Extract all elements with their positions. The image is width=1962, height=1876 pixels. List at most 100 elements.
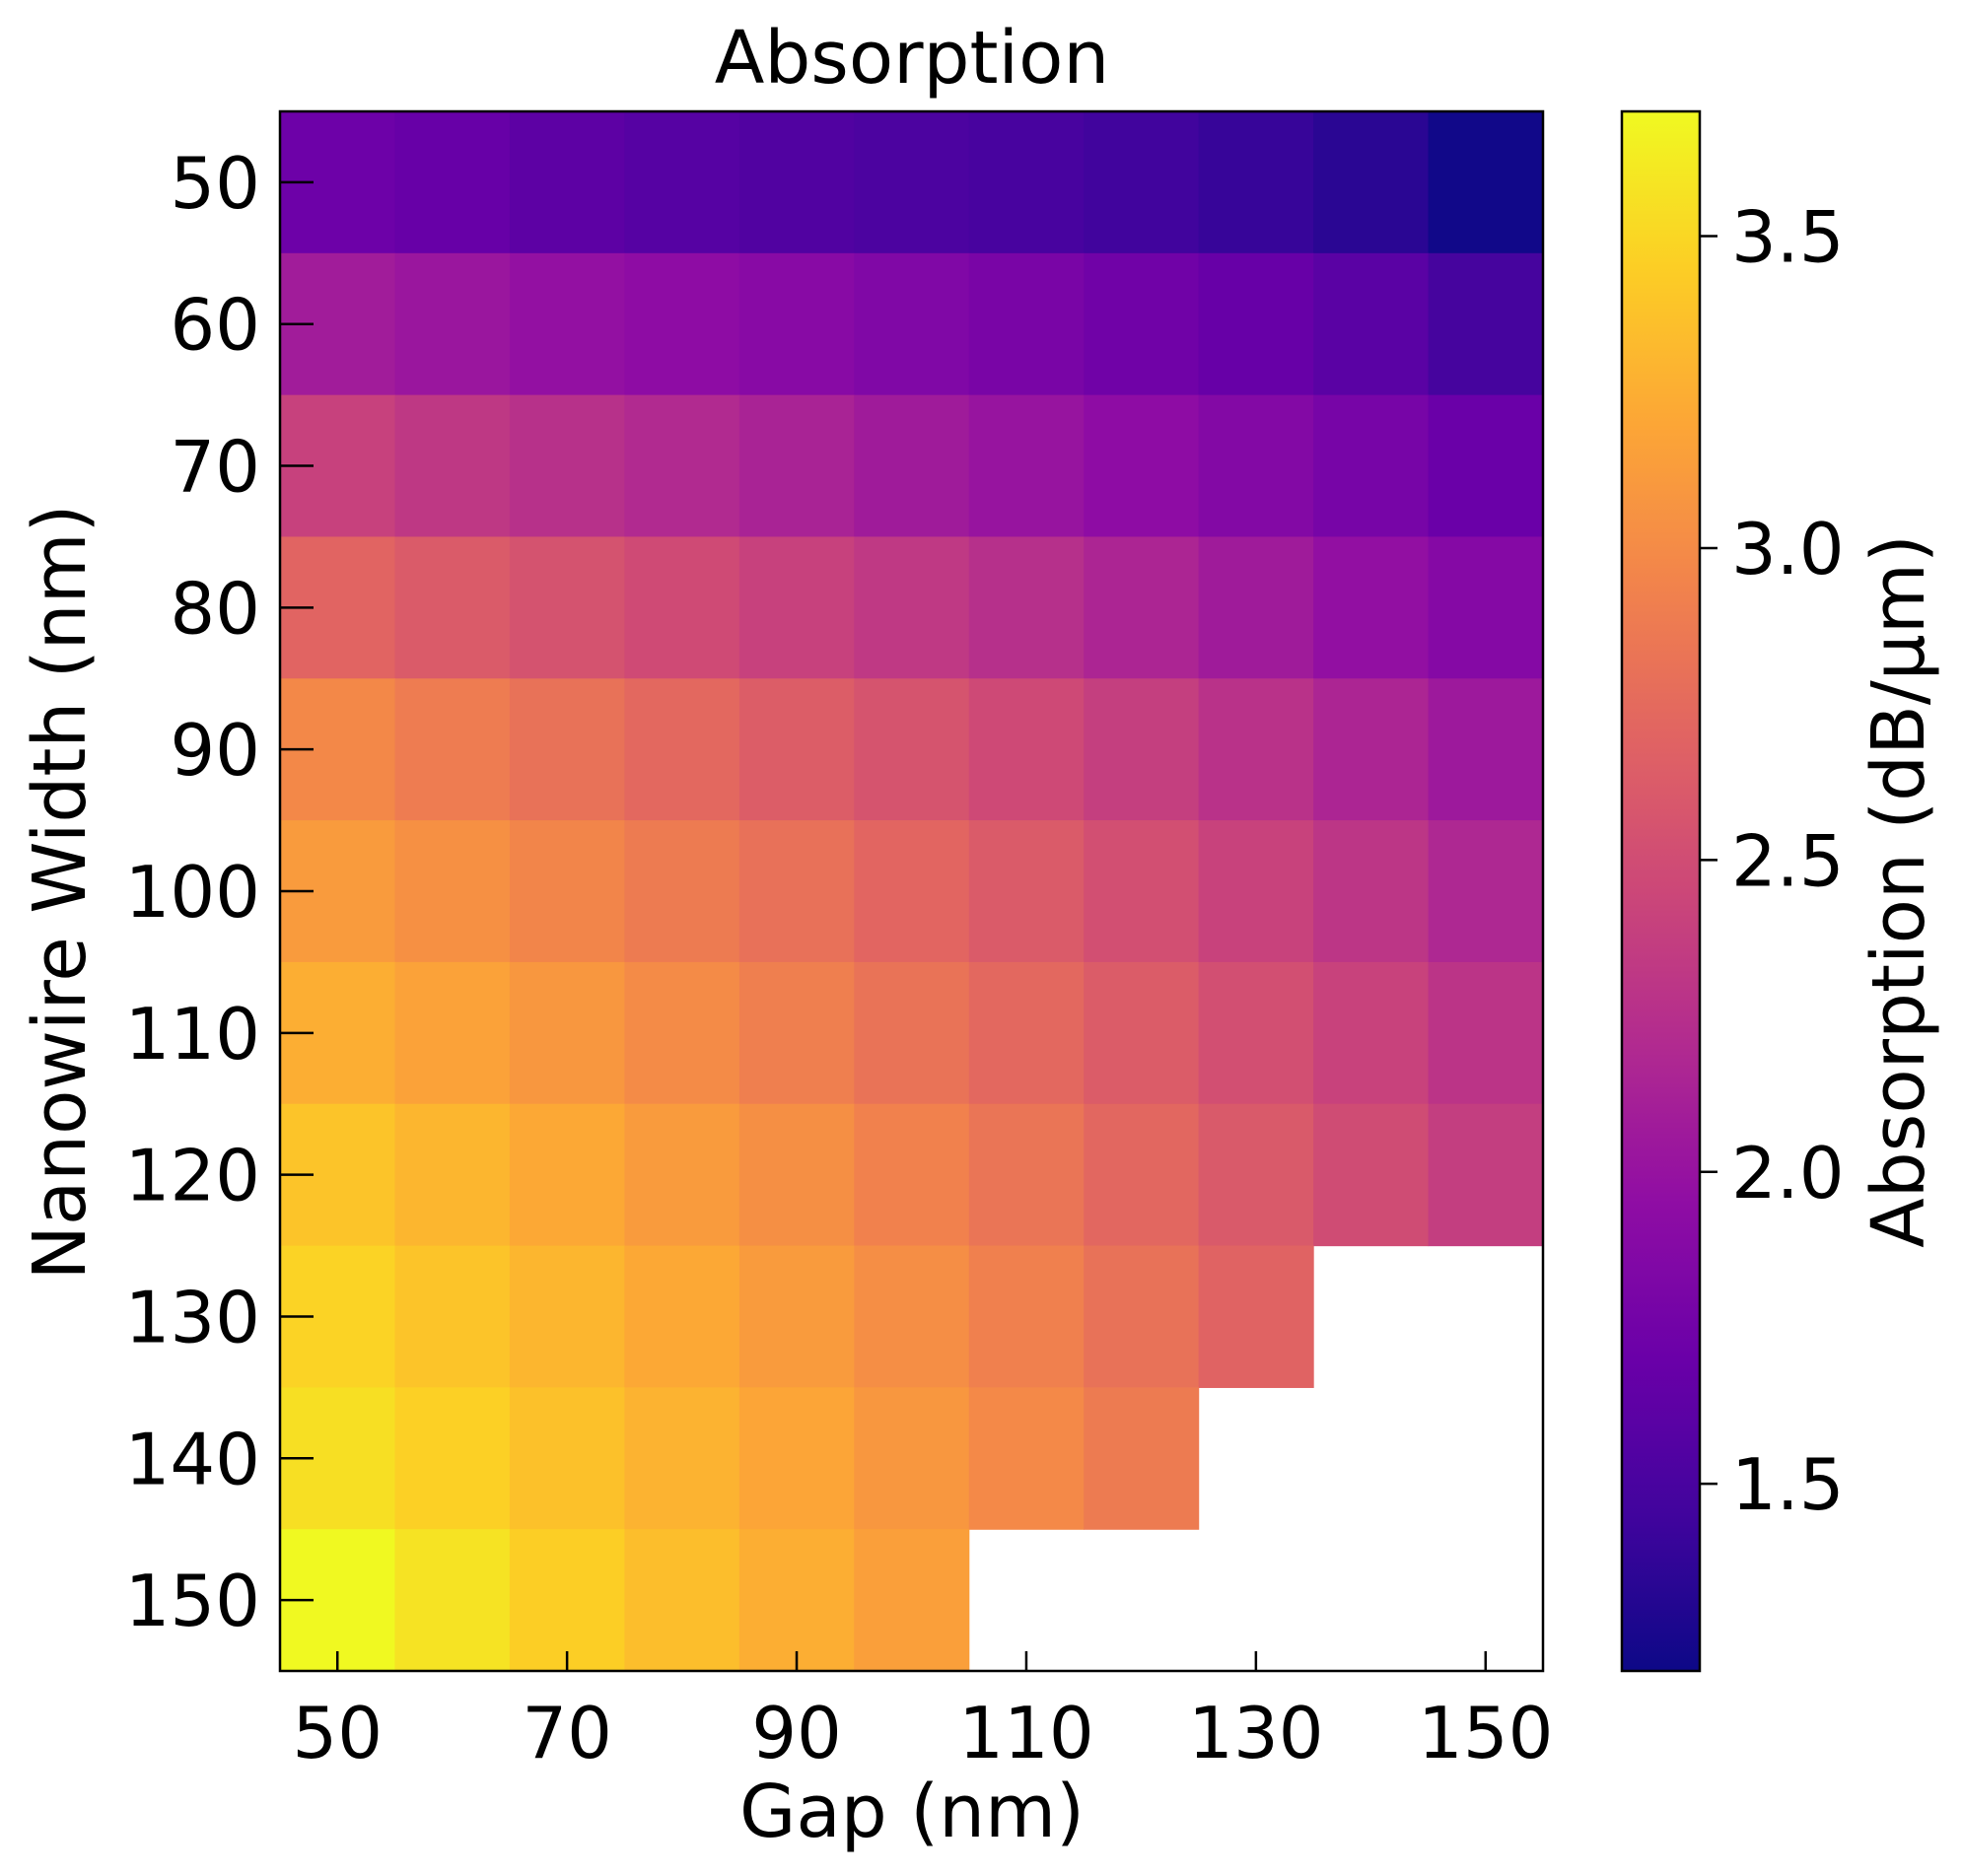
heatmap-cell — [1313, 678, 1430, 821]
y-tick-label: 150 — [125, 1560, 260, 1642]
heatmap-cell — [1084, 678, 1200, 821]
colorbar-tick-label: 3.0 — [1731, 508, 1845, 591]
heatmap-cell — [509, 252, 625, 396]
heatmap-cell — [1084, 961, 1200, 1105]
heatmap-cell — [1084, 1387, 1200, 1530]
y-tick-label: 110 — [125, 993, 260, 1076]
y-tick-label: 120 — [125, 1135, 260, 1217]
heatmap-cell — [854, 536, 970, 679]
heatmap-cell — [968, 1103, 1085, 1247]
heatmap-cell — [854, 961, 970, 1105]
heatmap-cell — [1428, 820, 1544, 963]
heatmap-cell — [624, 961, 740, 1105]
heatmap-cell — [854, 1387, 970, 1530]
heatmap-cell — [1198, 1245, 1314, 1388]
heatmap-cell — [854, 252, 970, 396]
heatmap-cell — [394, 394, 511, 538]
heatmap-cell — [1313, 252, 1430, 396]
heatmap-cell — [854, 1529, 970, 1672]
heatmap-cell — [1313, 536, 1430, 679]
heatmap-cell — [968, 1245, 1085, 1388]
heatmap-cell — [394, 678, 511, 821]
heatmap-cell — [1313, 961, 1430, 1105]
heatmap-cell — [1428, 536, 1544, 679]
colorbar-frame — [1620, 109, 1702, 1673]
heatmap-cell — [1198, 820, 1314, 963]
heatmap-cell — [624, 1387, 740, 1530]
heatmap-cell — [738, 961, 855, 1105]
heatmap-cell — [968, 394, 1085, 538]
colorbar — [1622, 111, 1700, 1671]
heatmap-cell — [1428, 678, 1544, 821]
chart-title: Absorption — [715, 16, 1110, 101]
y-tick-label: 130 — [125, 1276, 260, 1358]
x-tick-label: 70 — [522, 1692, 612, 1774]
heatmap-cell — [1198, 252, 1314, 396]
heatmap-cell — [624, 1245, 740, 1388]
heatmap-cell — [1198, 961, 1314, 1105]
heatmap-cell — [394, 252, 511, 396]
x-tick-label: 110 — [958, 1692, 1093, 1774]
heatmap-cell — [394, 1387, 511, 1530]
heatmap-cell — [509, 678, 625, 821]
heatmap-cell — [1428, 961, 1544, 1105]
heatmap-cell — [1084, 536, 1200, 679]
heatmap-cell — [394, 111, 511, 254]
heatmap-cell — [509, 1529, 625, 1672]
x-tick-label: 130 — [1188, 1692, 1323, 1774]
heatmap-cell — [738, 1103, 855, 1247]
heatmap-cell — [1198, 394, 1314, 538]
heatmap-cell — [738, 1529, 855, 1672]
heatmap-cell — [854, 820, 970, 963]
heatmap-cell — [738, 1245, 855, 1388]
heatmap-cell — [738, 536, 855, 679]
heatmap-cell — [624, 1103, 740, 1247]
x-tick-label: 90 — [751, 1692, 842, 1774]
heatmap-cell — [1313, 394, 1430, 538]
heatmap-cell — [738, 111, 855, 254]
heatmap-cell — [624, 678, 740, 821]
y-tick-label: 60 — [170, 284, 260, 367]
heatmap-cell — [394, 536, 511, 679]
heatmap-cell — [394, 1245, 511, 1388]
colorbar-tick-label: 3.5 — [1731, 196, 1845, 279]
heatmap-cell — [854, 111, 970, 254]
y-tick-label: 80 — [170, 567, 260, 650]
heatmap-cell — [509, 536, 625, 679]
colorbar-label: Absorption (dB/μm) — [1857, 534, 1941, 1248]
x-tick-label: 150 — [1418, 1692, 1553, 1774]
heatmap-cell — [624, 111, 740, 254]
heatmap-cell — [509, 394, 625, 538]
heatmap-cell — [1084, 1245, 1200, 1388]
heatmap-cell — [1198, 111, 1314, 254]
y-tick-label: 70 — [170, 426, 260, 509]
heatmap-cell — [394, 820, 511, 963]
heatmap-cell — [1084, 820, 1200, 963]
heatmap-cell — [624, 394, 740, 538]
heatmap-cell — [624, 820, 740, 963]
heatmap-cell — [968, 536, 1085, 679]
heatmap-cell — [738, 678, 855, 821]
heatmap-cell — [968, 961, 1085, 1105]
heatmap-cells — [280, 111, 1544, 1672]
heatmap-cell — [968, 678, 1085, 821]
heatmap-cell — [1198, 1103, 1314, 1247]
heatmap-cell — [1084, 111, 1200, 254]
colorbar-tick-label: 2.0 — [1731, 1132, 1845, 1215]
heatmap-cell — [1428, 394, 1544, 538]
heatmap-cell — [1428, 111, 1544, 254]
heatmap-cell — [968, 252, 1085, 396]
heatmap-cell — [509, 1245, 625, 1388]
heatmap-cell — [624, 252, 740, 396]
heatmap-cell — [509, 820, 625, 963]
heatmap-cell — [738, 820, 855, 963]
heatmap-cell — [394, 961, 511, 1105]
colorbar-tick-label: 2.5 — [1731, 819, 1845, 902]
heatmap-cell — [738, 394, 855, 538]
heatmap-cell — [509, 961, 625, 1105]
heatmap-cell — [738, 252, 855, 396]
heatmap-cell — [509, 1387, 625, 1530]
colorbar-tick-label: 1.5 — [1731, 1443, 1845, 1526]
heatmap-cell — [968, 111, 1085, 254]
heatmap-cell — [509, 1103, 625, 1247]
